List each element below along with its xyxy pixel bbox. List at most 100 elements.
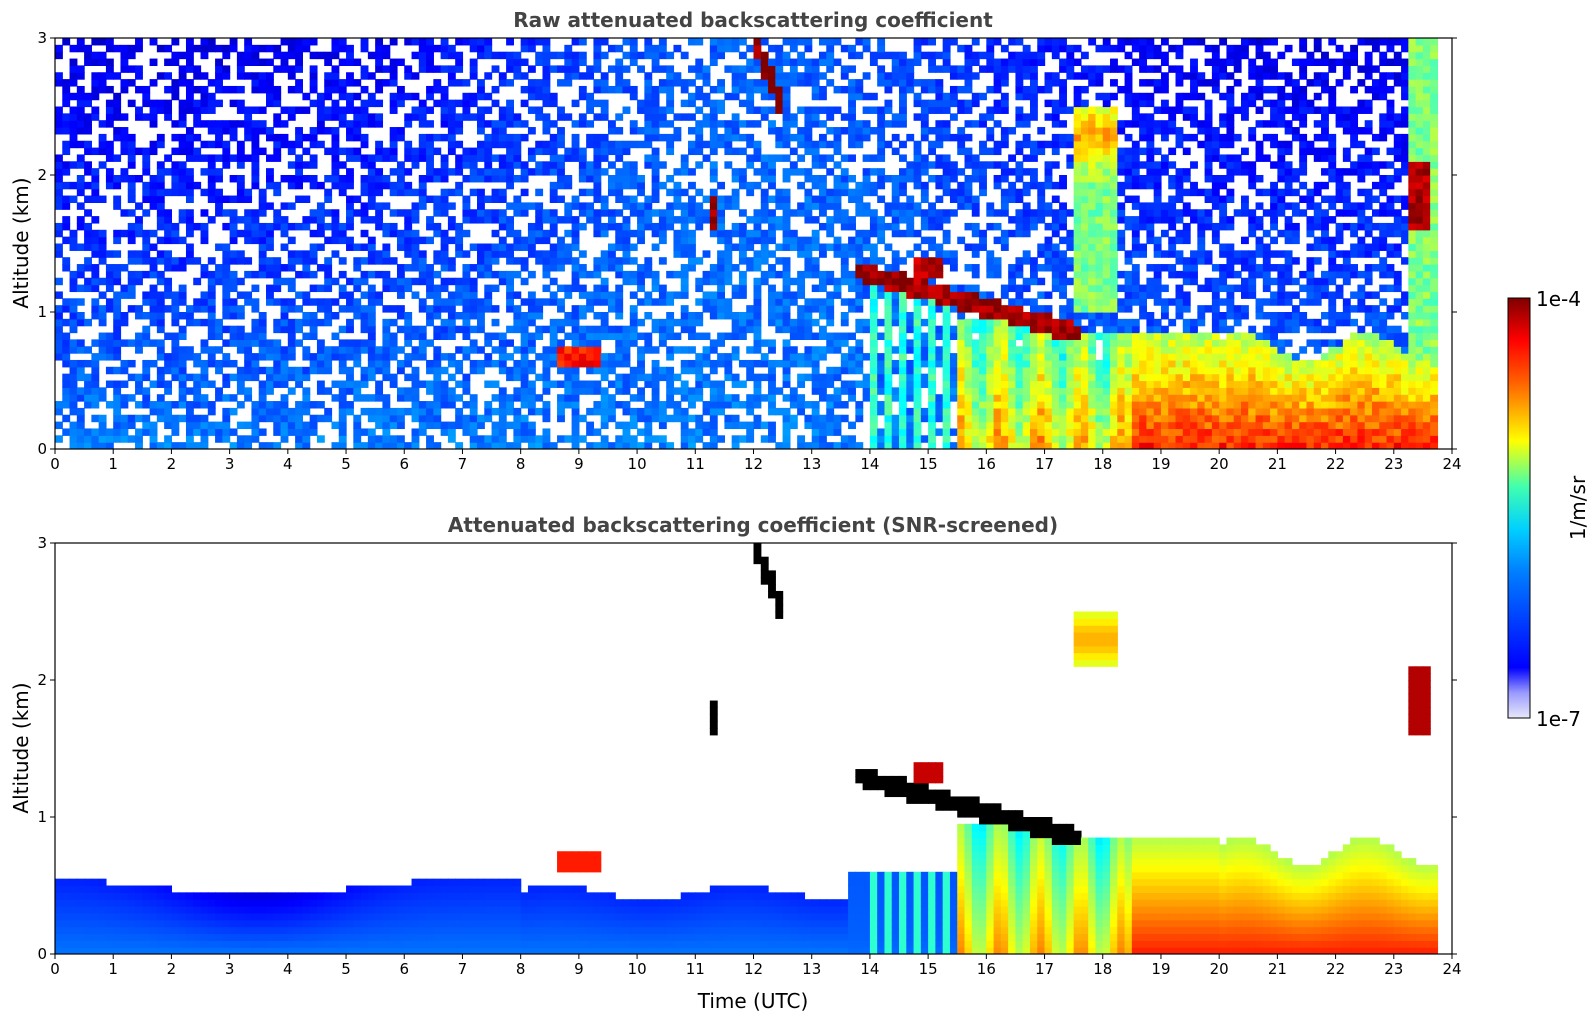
heatmap-cell (877, 435, 886, 443)
heatmap-cell (928, 216, 937, 224)
heatmap-cell (324, 318, 333, 327)
heatmap-cell (869, 51, 878, 60)
heatmap-cell (979, 120, 987, 128)
heatmap-cell (331, 222, 340, 231)
heatmap-cell (142, 366, 151, 375)
heatmap-cell (76, 312, 85, 320)
heatmap-cell (433, 257, 442, 265)
heatmap-cell (498, 270, 507, 279)
heatmap-cell (91, 195, 100, 203)
heatmap-cell (1000, 291, 1009, 299)
heatmap-cell (564, 79, 573, 87)
heatmap-cell (1000, 79, 1009, 87)
heatmap-cell (928, 305, 937, 313)
heatmap-cell (120, 147, 129, 156)
heatmap-cell (222, 264, 231, 272)
heatmap-cell (804, 195, 813, 203)
heatmap-cell (906, 442, 915, 449)
heatmap-cell (207, 428, 216, 436)
heatmap-cell (360, 106, 369, 114)
heatmap-cell (666, 92, 675, 101)
heatmap-cell (899, 229, 907, 238)
heatmap-cell (353, 435, 362, 443)
heatmap-cell (1029, 270, 1038, 279)
heatmap-cell (215, 44, 223, 53)
heatmap-cell (389, 92, 398, 101)
heatmap-cell (491, 195, 500, 203)
heatmap-cell (746, 79, 755, 87)
heatmap-cell (1008, 312, 1017, 320)
heatmap-cell (942, 298, 951, 306)
heatmap-cell (469, 414, 478, 423)
heatmap-cell (535, 188, 544, 197)
heatmap-cell (746, 99, 755, 108)
heatmap-cell (564, 387, 573, 395)
heatmap-cell (404, 222, 413, 231)
heatmap-cell (826, 277, 835, 286)
heatmap-cell (506, 394, 514, 402)
heatmap-cell (891, 72, 900, 80)
heatmap-cell (899, 346, 907, 354)
heatmap-cell (971, 264, 980, 272)
heatmap-cell (498, 72, 507, 80)
heatmap-cell (455, 120, 464, 128)
heatmap-cell (695, 133, 704, 142)
heatmap-cell (76, 298, 85, 306)
heatmap-cell (833, 387, 842, 395)
heatmap-cell (1015, 421, 1024, 430)
heatmap-cell (818, 188, 827, 197)
heatmap-cell (855, 202, 864, 210)
heatmap-cell (295, 140, 303, 149)
heatmap-cell (586, 92, 595, 101)
heatmap-cell (622, 257, 631, 265)
heatmap-cell (848, 298, 856, 306)
heatmap-cell (76, 346, 85, 354)
heatmap-cell (389, 147, 398, 156)
heatmap-cell (69, 106, 78, 114)
heatmap-cell (447, 359, 456, 368)
heatmap-cell (942, 353, 951, 361)
heatmap-cell (375, 113, 384, 121)
heatmap-cell (171, 133, 180, 142)
heatmap-cell (833, 181, 842, 190)
heatmap-cell (1015, 222, 1024, 231)
heatmap-cell (309, 216, 318, 224)
heatmap-cell (840, 168, 849, 176)
heatmap-cell (1015, 120, 1024, 128)
heatmap-cell (135, 373, 143, 382)
heatmap-cell (215, 79, 223, 87)
heatmap-cell (360, 181, 369, 190)
heatmap-cell (818, 270, 827, 279)
heatmap-cell (986, 414, 995, 423)
heatmap-cell (426, 387, 434, 395)
heatmap-cell (920, 359, 929, 368)
heatmap-cell (353, 264, 362, 272)
heatmap-cell (69, 120, 78, 128)
heatmap-cell (1015, 394, 1024, 402)
heatmap-cell (375, 291, 384, 299)
heatmap-cell (615, 298, 624, 306)
heatmap-cell (782, 298, 791, 306)
heatmap-cell (615, 243, 624, 251)
heatmap-cell (527, 65, 536, 73)
heatmap-cell (542, 140, 551, 149)
heatmap-cell (869, 154, 878, 162)
heatmap-cell (389, 65, 398, 73)
heatmap-cell (607, 85, 616, 94)
heatmap-cell (724, 264, 733, 272)
heatmap-cell (251, 51, 260, 60)
heatmap-cell (993, 353, 1002, 361)
heatmap-cell (920, 284, 929, 293)
heatmap-cell (869, 332, 878, 340)
heatmap-cell (564, 216, 573, 224)
heatmap-cell (295, 442, 303, 449)
heatmap-cell (658, 113, 667, 121)
heatmap-cell (913, 277, 922, 286)
heatmap-cell (826, 298, 835, 306)
heatmap-cell (91, 305, 100, 313)
heatmap-cell (964, 120, 973, 128)
heatmap-cell (680, 414, 689, 423)
heatmap-cell (484, 195, 493, 203)
heatmap-cell (178, 65, 187, 73)
heatmap-cell (331, 72, 340, 80)
